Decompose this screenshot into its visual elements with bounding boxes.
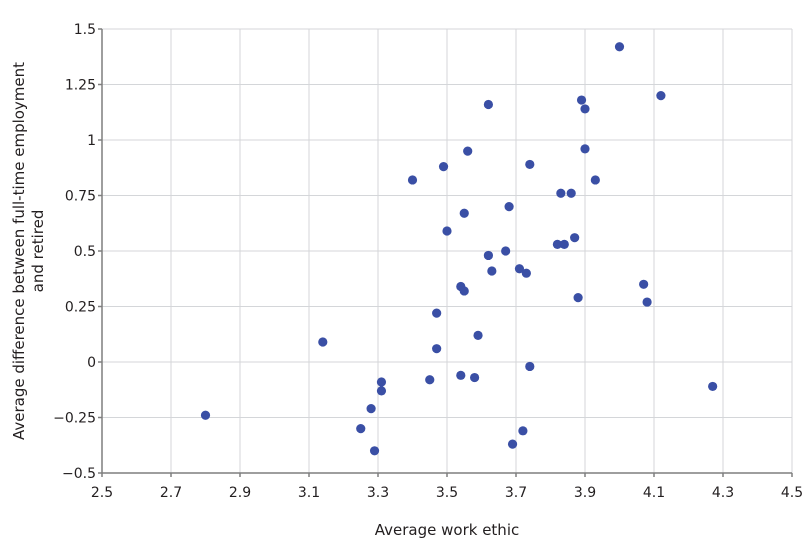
- y-tick-label: −0.25: [53, 411, 96, 427]
- y-tick-label: 1.25: [65, 78, 96, 94]
- data-point: [504, 202, 514, 212]
- data-point: [525, 361, 535, 372]
- data-point: [573, 293, 583, 303]
- data-point: [470, 372, 480, 383]
- data-point: [483, 250, 493, 261]
- data-points: [200, 42, 718, 456]
- y-axis-tick-labels: 1.5 1.25 1 0.75 0.5 0.25 0 −0.25 −0.5: [53, 22, 96, 482]
- data-point: [590, 175, 600, 185]
- y-axis-title-line-2: and retired: [29, 210, 47, 293]
- y-tick-label: 0.5: [74, 244, 96, 260]
- data-point: [580, 144, 590, 154]
- x-tick-label: 3.1: [298, 485, 320, 501]
- y-tick-label: 0: [87, 355, 96, 371]
- data-point: [438, 162, 449, 172]
- x-axis-title: Average work ethic: [375, 521, 519, 539]
- data-point: [200, 410, 211, 420]
- data-point: [507, 439, 518, 449]
- data-point: [432, 308, 442, 318]
- x-tick-label: 2.5: [91, 485, 113, 501]
- data-point: [473, 330, 483, 340]
- x-tick-label: 3.5: [436, 485, 458, 501]
- data-point: [366, 404, 376, 414]
- data-point: [501, 246, 511, 256]
- x-tick-label: 3.7: [505, 485, 527, 501]
- y-tick-label: 1.5: [74, 22, 96, 38]
- x-tick-label: 3.3: [367, 485, 389, 501]
- data-point: [459, 208, 469, 218]
- data-point: [376, 386, 387, 396]
- data-point: [407, 175, 418, 185]
- data-point: [456, 370, 466, 380]
- data-point: [559, 239, 569, 249]
- data-point: [483, 99, 493, 110]
- x-axis-tick-labels: 2.5 2.7 2.9 3.1 3.3 3.5 3.7 3.9 4.1 4.3 4.5: [91, 485, 803, 501]
- x-tick-label: 4.5: [781, 485, 803, 501]
- data-point: [369, 446, 380, 456]
- x-tick-label: 4.1: [643, 485, 665, 501]
- y-axis-title: Average difference between full-time emp…: [10, 62, 47, 440]
- gridlines: [102, 28, 793, 473]
- data-point: [518, 426, 528, 436]
- data-point: [514, 264, 525, 274]
- x-tick-label: 3.9: [574, 485, 596, 501]
- data-point: [566, 188, 576, 198]
- data-point: [656, 91, 666, 101]
- y-tick-label: 0.75: [65, 189, 96, 205]
- x-tick-label: 4.3: [712, 485, 734, 501]
- data-point: [442, 226, 452, 236]
- data-point: [580, 104, 590, 114]
- x-tick-label: 2.9: [229, 485, 251, 501]
- data-point: [425, 375, 435, 385]
- x-tick-label: 2.7: [160, 485, 182, 501]
- data-point: [570, 233, 580, 243]
- data-point: [521, 268, 531, 278]
- data-point: [614, 42, 625, 52]
- y-tick-label: 0.25: [65, 300, 96, 316]
- data-point: [356, 424, 366, 434]
- data-point: [487, 266, 497, 276]
- data-point: [639, 279, 649, 289]
- data-point: [708, 381, 718, 392]
- data-point: [576, 95, 587, 105]
- axes: [98, 28, 793, 477]
- data-point: [556, 188, 566, 198]
- y-tick-label: 1: [87, 133, 96, 149]
- y-axis-title-line-1: Average difference between full-time emp…: [10, 62, 28, 440]
- data-point: [552, 239, 563, 249]
- y-tick-label: −0.5: [62, 466, 96, 482]
- data-point: [463, 146, 473, 156]
- data-point: [376, 377, 387, 387]
- data-point: [642, 297, 652, 307]
- data-point: [432, 344, 442, 354]
- data-point: [525, 159, 535, 170]
- data-point: [459, 286, 469, 296]
- data-point: [318, 337, 328, 347]
